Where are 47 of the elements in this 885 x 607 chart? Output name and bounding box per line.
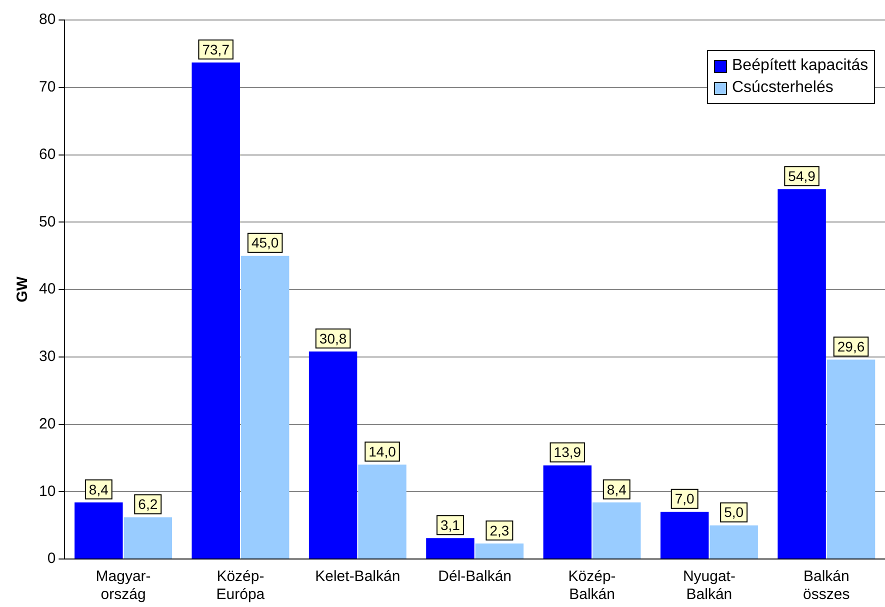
bar bbox=[124, 517, 172, 558]
bar bbox=[426, 538, 474, 558]
y-tick-label: 20 bbox=[38, 415, 56, 432]
legend-label: Beépített kapacitás bbox=[732, 56, 868, 76]
data-label: 2,3 bbox=[490, 522, 510, 538]
bar bbox=[192, 62, 240, 558]
bar bbox=[778, 189, 826, 558]
y-tick-label: 50 bbox=[38, 213, 56, 230]
y-tick-label: 0 bbox=[47, 550, 56, 568]
bar bbox=[592, 502, 641, 558]
y-tick-label: 10 bbox=[38, 482, 56, 500]
x-tick-label: Közép- Balkán bbox=[568, 568, 616, 604]
y-tick-label: 60 bbox=[38, 146, 56, 163]
bar bbox=[74, 502, 123, 558]
bar bbox=[826, 360, 876, 558]
data-label: 13,9 bbox=[554, 444, 582, 460]
legend-label: Csúcsterhelés bbox=[732, 78, 834, 98]
x-tick-label: Közép- Európa bbox=[216, 568, 266, 604]
y-tick-label: 80 bbox=[38, 11, 56, 28]
data-label: 7,0 bbox=[674, 490, 695, 507]
data-label: 45,0 bbox=[251, 234, 279, 251]
x-tick-label: Kelet-Balkán bbox=[315, 568, 400, 586]
data-label: 14,0 bbox=[368, 444, 396, 460]
y-tick-label: 30 bbox=[38, 348, 56, 366]
data-label: 29,6 bbox=[837, 338, 865, 354]
bar bbox=[358, 464, 406, 558]
data-label: 5,0 bbox=[724, 504, 744, 520]
x-tick-label: Balkán összes bbox=[803, 568, 850, 604]
y-tick-label: 70 bbox=[38, 78, 56, 96]
data-label: 73,7 bbox=[202, 41, 230, 58]
bar bbox=[660, 512, 709, 558]
bar bbox=[240, 256, 290, 558]
data-label: 6,2 bbox=[138, 496, 158, 512]
data-label: 30,8 bbox=[319, 330, 347, 346]
bar bbox=[710, 525, 758, 558]
x-tick-label: Dél-Balkán bbox=[438, 568, 512, 586]
data-label: 8,4 bbox=[88, 481, 109, 498]
bar bbox=[475, 544, 524, 558]
y-axis-title: GW bbox=[14, 276, 32, 302]
bar bbox=[308, 351, 358, 558]
y-tick-label: 40 bbox=[38, 280, 56, 298]
x-tick-label: Nyugat- Balkán bbox=[682, 568, 736, 604]
data-label: 54,9 bbox=[788, 168, 816, 184]
data-label: 3,1 bbox=[440, 516, 460, 533]
data-label: 8,4 bbox=[606, 481, 627, 498]
bar bbox=[543, 465, 592, 558]
x-tick-label: Magyar- ország bbox=[96, 568, 151, 604]
